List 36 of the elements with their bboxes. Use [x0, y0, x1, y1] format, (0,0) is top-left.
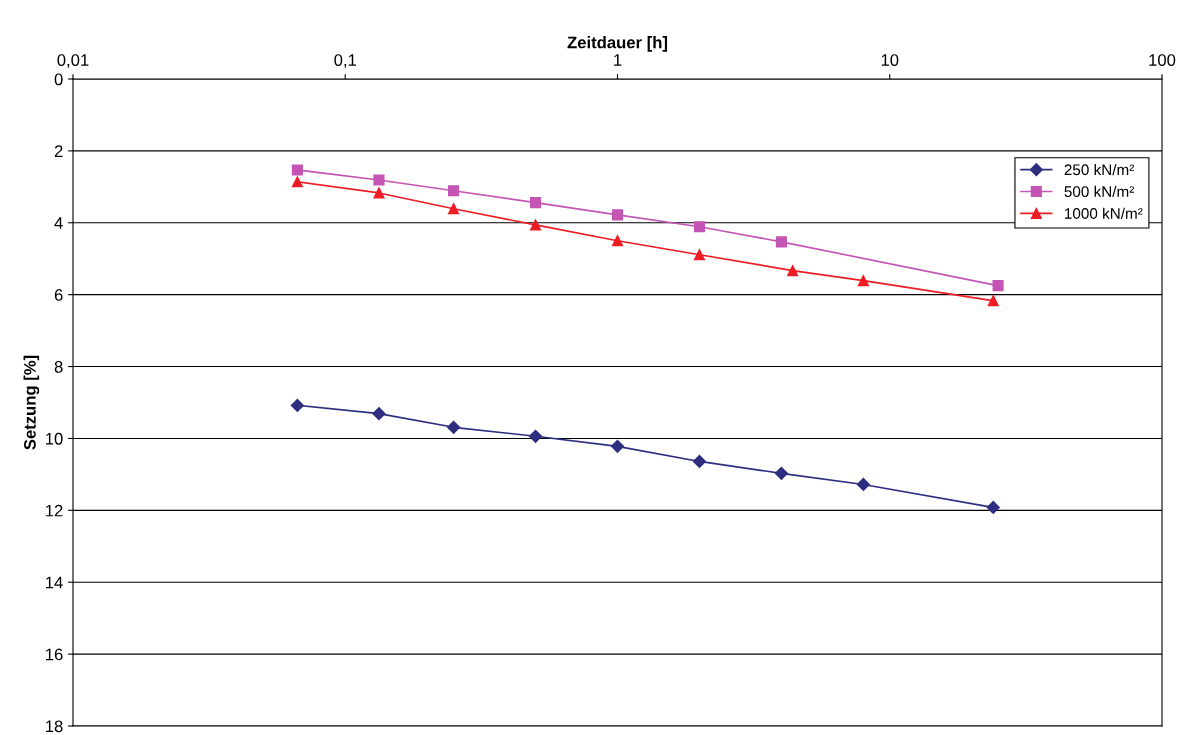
point [611, 209, 624, 221]
point [529, 219, 542, 231]
y-tick-label: 18 [46, 720, 63, 733]
y-tick-label: 0 [54, 73, 63, 86]
y-tick-label: 4 [54, 217, 63, 229]
point [611, 235, 624, 247]
point [856, 477, 870, 492]
y-tick-label: 14 [46, 576, 63, 589]
point [774, 466, 788, 480]
y-tick-label: 12 [46, 504, 63, 517]
y-tick-label: 2 [54, 145, 63, 157]
point [529, 197, 542, 209]
point [448, 185, 460, 197]
point [693, 249, 706, 261]
x-tick-label: 1 [614, 54, 622, 66]
y-axis-title: Setzung [%] [23, 355, 40, 450]
legend-label: 1000 kN/m² [1065, 207, 1143, 219]
point [528, 429, 543, 443]
point [693, 221, 706, 233]
point [447, 420, 461, 434]
point [692, 454, 707, 469]
legend-label: 250 kN/m² [1064, 163, 1135, 176]
legend-label: 500 kN/m² [1064, 185, 1135, 198]
x-axis-title: Zeitdauer [h] [567, 36, 668, 52]
y-tick-label: 16 [46, 648, 63, 661]
y-tick-label: 10 [46, 432, 63, 445]
y-tick-label: 6 [54, 289, 63, 301]
point [448, 203, 460, 215]
x-tick-label: 0,1 [334, 54, 357, 68]
point [857, 275, 869, 287]
x-tick-label: 10 [881, 54, 899, 66]
x-tick-label: 0,01 [57, 54, 89, 68]
point [610, 439, 625, 453]
point [775, 236, 787, 248]
x-tick-label: 100 [1149, 54, 1176, 66]
y-tick-label: 8 [54, 360, 63, 373]
